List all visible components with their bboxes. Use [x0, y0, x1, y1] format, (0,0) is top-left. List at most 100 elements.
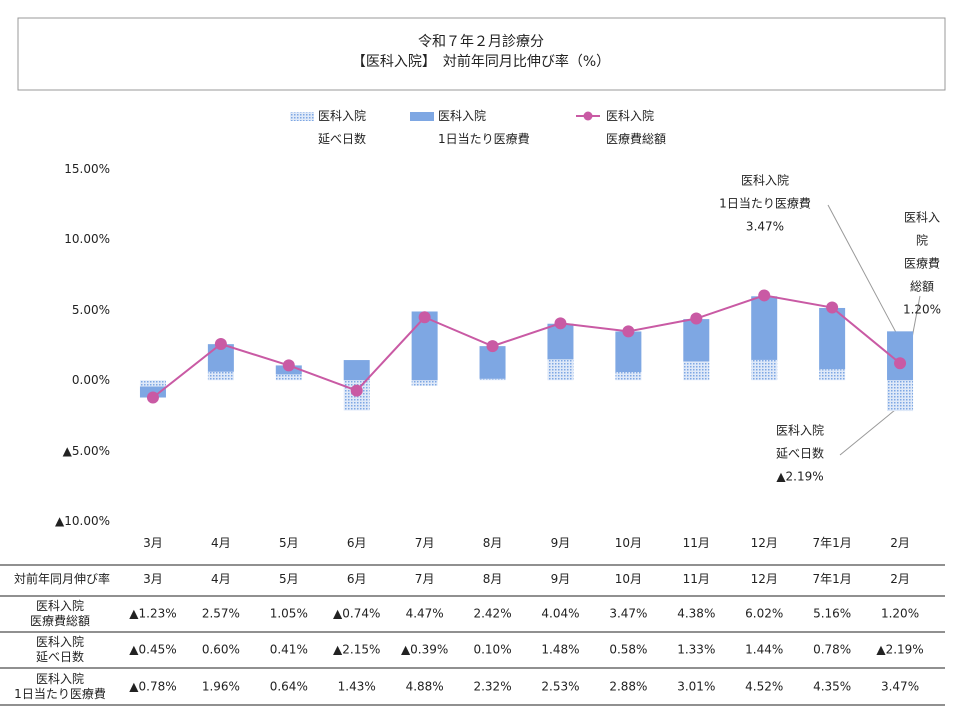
leader-line — [911, 295, 921, 339]
line-marker — [282, 359, 295, 372]
table-cell: 1.44% — [745, 642, 784, 657]
table-header: 対前年同月伸び率 — [13, 572, 111, 586]
annotation: 医科入院 1日当たり医療費 3.47% — [719, 173, 811, 234]
line-marker — [418, 311, 431, 324]
bar — [207, 371, 234, 381]
table-cell: 5.16% — [813, 606, 852, 621]
x-tick-label: 9月 — [550, 536, 571, 550]
table-cell: 1.33% — [677, 642, 716, 657]
x-tick-label: 3月 — [143, 536, 163, 550]
bar — [343, 360, 370, 381]
table-cell: 2.57% — [201, 606, 240, 621]
chart-subtitle: 【医科入院】 対前年同月比伸び率（%） — [351, 54, 611, 70]
x-tick-label: 12月 — [750, 536, 778, 550]
table-col-header: 11月 — [682, 572, 710, 586]
legend-label: 医科入院 延べ日数 — [318, 109, 367, 146]
line — [152, 294, 901, 399]
table-cell: 1.05% — [269, 606, 308, 621]
x-tick-label: 2月 — [890, 536, 910, 550]
line-marker — [622, 325, 635, 338]
table-cell: 1.48% — [541, 642, 580, 657]
table-cell: 4.52% — [745, 679, 784, 694]
leader-line — [827, 204, 901, 341]
table-cell: 0.60% — [201, 642, 240, 657]
table-cell: 4.88% — [405, 679, 444, 694]
chart-title: 令和７年２月診療分 — [418, 34, 544, 50]
table-col-header: 7年1月 — [812, 572, 852, 586]
bar — [683, 361, 710, 381]
table-cell: 3.47% — [609, 606, 648, 621]
line-marker — [486, 340, 499, 353]
bar — [139, 380, 166, 387]
table-cell: 0.58% — [609, 642, 648, 657]
line-marker — [554, 317, 567, 330]
bar — [683, 319, 710, 362]
x-tick-label: 7月 — [414, 536, 435, 550]
table-cell: 1.20% — [880, 606, 920, 621]
y-tick-label: ▲5.00% — [62, 443, 110, 458]
table-row-header: 医科入院 1日当たり医療費 — [14, 671, 106, 701]
x-tick-label: 4月 — [211, 536, 231, 550]
x-tick-label: 6月 — [346, 536, 367, 550]
table-col-header: 5月 — [278, 572, 299, 586]
annotation: 医科入院 延べ日数 ▲2.19% — [775, 423, 825, 484]
legend-swatch — [290, 112, 314, 121]
table-cell: 0.10% — [473, 642, 512, 657]
table-row-header: 医科入院 延べ日数 — [35, 635, 85, 665]
table-col-header: 8月 — [482, 572, 503, 586]
x-tick-label: 7年1月 — [812, 536, 852, 550]
table-row-header: 医科入院 医療費総額 — [29, 599, 91, 628]
table-cell: 2.53% — [541, 679, 580, 694]
bar — [275, 374, 302, 381]
table-cell: 4.35% — [813, 679, 852, 694]
table-col-header: 10月 — [614, 572, 643, 586]
table-cell: 0.78% — [813, 642, 852, 657]
line-marker — [894, 357, 907, 370]
legend-swatch — [583, 111, 593, 121]
x-tick-label: 5月 — [278, 536, 299, 550]
legend-swatch — [410, 112, 434, 121]
bar — [547, 323, 574, 360]
table-cell: 2.88% — [609, 679, 648, 694]
x-tick-label: 11月 — [682, 536, 710, 550]
table-cell: ▲1.23% — [129, 606, 177, 621]
line-marker — [214, 338, 227, 351]
table-col-header: 12月 — [750, 572, 778, 586]
bar — [887, 380, 914, 412]
bar — [479, 378, 506, 381]
line-marker — [826, 301, 839, 314]
table-col-header: 6月 — [346, 572, 367, 586]
bar — [819, 369, 846, 381]
bar — [615, 372, 642, 381]
table-cell: 4.38% — [677, 606, 716, 621]
annotation: 医科入院 医療費総額 1.20% — [902, 210, 942, 317]
y-tick-label: ▲10.00% — [55, 514, 110, 528]
table-cell: 0.64% — [269, 679, 308, 694]
table-col-header: 7月 — [414, 572, 435, 586]
bar — [547, 359, 574, 381]
y-tick-label: 10.00% — [64, 232, 110, 247]
table-cell: 2.32% — [473, 679, 512, 694]
bar — [411, 380, 438, 386]
table-cell: 1.43% — [337, 679, 376, 694]
table-cell: 0.41% — [269, 642, 308, 657]
table-cell: ▲0.39% — [400, 642, 449, 657]
table-col-header: 9月 — [550, 572, 571, 586]
table-cell: 4.47% — [405, 606, 444, 621]
table-cell: ▲0.74% — [333, 606, 381, 621]
bar — [751, 359, 778, 381]
table-cell: 4.04% — [541, 606, 580, 621]
table-col-header: 2月 — [890, 572, 910, 586]
table-cell: ▲2.19% — [876, 642, 924, 657]
line-marker — [758, 289, 771, 302]
table-cell: ▲0.78% — [129, 679, 177, 694]
bar — [819, 307, 846, 370]
line-marker — [350, 384, 363, 397]
table-cell: 2.42% — [473, 606, 512, 621]
y-tick-label: 5.00% — [71, 302, 110, 317]
y-tick-label: 0.00% — [71, 373, 110, 388]
title-box — [17, 17, 946, 91]
x-tick-label: 8月 — [482, 536, 503, 550]
